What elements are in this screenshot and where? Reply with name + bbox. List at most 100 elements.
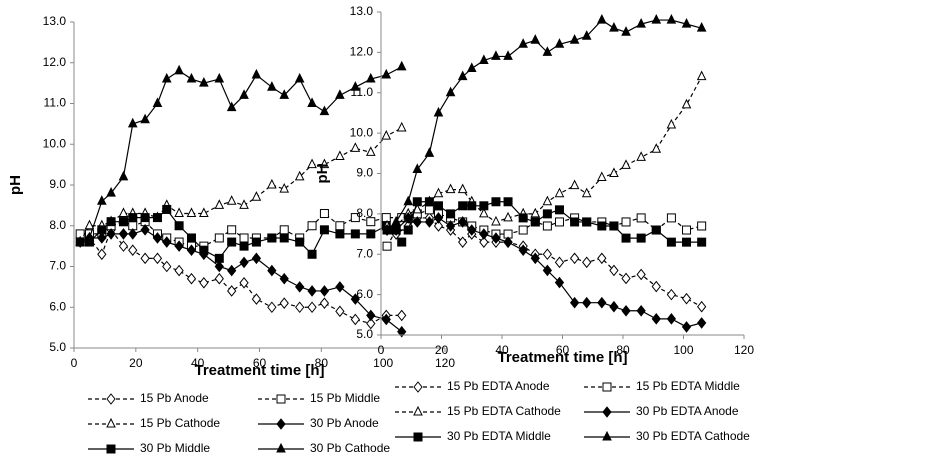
data-point — [365, 72, 376, 83]
data-point — [251, 293, 262, 305]
data-point — [479, 54, 489, 64]
data-point — [335, 221, 345, 231]
data-point — [174, 207, 184, 218]
data-point — [582, 256, 592, 269]
data-point — [518, 38, 528, 48]
data-point — [251, 68, 262, 79]
data-point — [319, 297, 330, 309]
data-point — [403, 195, 414, 206]
data-point — [239, 199, 249, 209]
data-point — [366, 229, 376, 239]
data-point — [226, 101, 237, 112]
data-point — [666, 237, 676, 247]
data-point — [681, 321, 692, 333]
data-point — [445, 183, 456, 194]
data-point — [128, 244, 138, 257]
data-point — [424, 197, 434, 207]
data-point — [118, 240, 129, 252]
data-point — [214, 72, 225, 83]
legend-label: 15 Pb EDTA Middle — [636, 379, 740, 393]
x-tick-label: 120 — [734, 343, 754, 357]
data-point — [227, 264, 237, 277]
data-point — [174, 221, 184, 231]
data-point — [186, 72, 197, 83]
data-point — [569, 34, 580, 44]
data-point — [294, 72, 305, 83]
data-point — [433, 212, 444, 224]
legend-marker — [106, 444, 116, 454]
data-point — [279, 297, 289, 309]
data-point — [424, 205, 434, 215]
data-point — [319, 158, 330, 169]
legend-marker — [602, 382, 612, 392]
data-point — [530, 34, 541, 44]
legend-label: 15 Pb Anode — [140, 391, 209, 405]
legend-label: 30 Pb Cathode — [310, 441, 390, 455]
data-point — [152, 232, 163, 244]
data-point — [118, 217, 128, 227]
data-point — [152, 97, 163, 107]
y-axis-label: pH — [7, 175, 24, 195]
x-tick-label: 40 — [191, 356, 205, 370]
data-point — [294, 170, 305, 181]
data-point — [682, 225, 692, 235]
data-point — [503, 50, 513, 60]
data-point — [319, 225, 329, 235]
data-point — [445, 86, 456, 97]
legend-label: 30 Pb EDTA Cathode — [636, 429, 750, 443]
data-point — [666, 118, 677, 129]
data-point — [307, 97, 317, 107]
data-point — [128, 213, 138, 223]
x-tick-label: 60 — [253, 356, 267, 370]
data-point — [152, 252, 163, 265]
data-point — [161, 72, 172, 83]
legend-marker — [602, 430, 612, 441]
data-point — [681, 292, 692, 305]
data-point — [636, 304, 646, 317]
data-point — [335, 281, 345, 293]
data-point — [366, 309, 376, 322]
data-point — [491, 215, 501, 226]
data-point — [279, 225, 289, 235]
y-tick-label: 12.0 — [43, 55, 67, 69]
data-point — [335, 150, 345, 160]
data-point — [681, 98, 692, 109]
data-point — [582, 217, 592, 227]
data-point — [542, 209, 552, 219]
data-point — [307, 285, 317, 297]
data-point — [186, 207, 197, 218]
data-point — [118, 170, 129, 181]
data-point — [97, 232, 107, 244]
data-point — [412, 163, 423, 173]
y-tick-label: 5.0 — [356, 327, 373, 341]
x-axis-label: Treatment time [h] — [194, 362, 324, 379]
data-point — [466, 62, 477, 73]
data-point — [569, 252, 580, 265]
data-point — [140, 224, 150, 236]
data-point — [319, 209, 329, 219]
data-point — [267, 81, 277, 91]
data-point — [666, 13, 677, 24]
data-point — [542, 221, 552, 231]
data-point — [382, 223, 392, 234]
data-point — [651, 225, 661, 235]
x-axis-label: Treatment time [h] — [497, 349, 627, 366]
legend-label: 15 Pb EDTA Cathode — [447, 404, 561, 418]
data-point — [445, 220, 456, 232]
data-point — [118, 228, 129, 240]
x-tick-label: 80 — [315, 356, 329, 370]
data-point — [542, 248, 553, 261]
data-point — [697, 221, 707, 231]
data-point — [267, 233, 277, 243]
data-point — [433, 220, 444, 232]
legend-marker — [413, 381, 423, 393]
data-point — [295, 281, 305, 293]
data-point — [381, 213, 391, 223]
data-point — [609, 221, 619, 231]
data-point — [199, 245, 209, 255]
data-point — [621, 304, 631, 317]
data-point — [582, 296, 592, 309]
data-point — [350, 229, 360, 239]
legend-marker — [276, 442, 286, 453]
data-point — [84, 219, 95, 230]
